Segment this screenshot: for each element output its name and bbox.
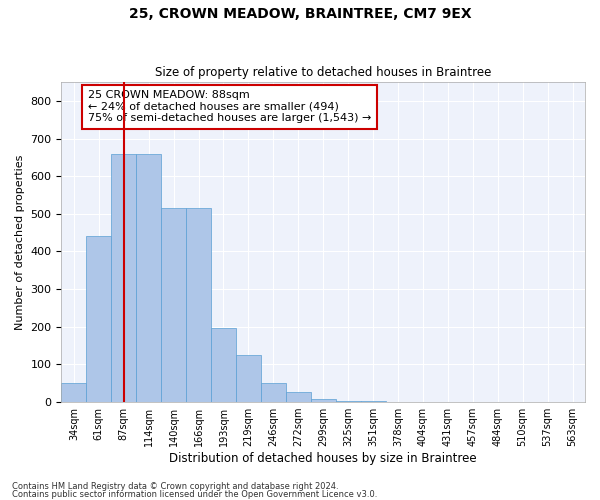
Bar — [111, 154, 136, 402]
Y-axis label: Number of detached properties: Number of detached properties — [15, 154, 25, 330]
Text: Contains HM Land Registry data © Crown copyright and database right 2024.: Contains HM Land Registry data © Crown c… — [12, 482, 338, 491]
Bar — [86, 236, 111, 402]
Bar — [136, 154, 161, 402]
Text: 25 CROWN MEADOW: 88sqm
← 24% of detached houses are smaller (494)
75% of semi-de: 25 CROWN MEADOW: 88sqm ← 24% of detached… — [88, 90, 371, 124]
Text: 25, CROWN MEADOW, BRAINTREE, CM7 9EX: 25, CROWN MEADOW, BRAINTREE, CM7 9EX — [128, 8, 472, 22]
Bar — [261, 382, 286, 402]
Bar — [311, 399, 335, 402]
Bar — [236, 355, 261, 402]
Bar — [186, 208, 211, 402]
Bar — [61, 384, 86, 402]
Text: Contains public sector information licensed under the Open Government Licence v3: Contains public sector information licen… — [12, 490, 377, 499]
Bar — [161, 208, 186, 402]
Bar — [286, 392, 311, 402]
X-axis label: Distribution of detached houses by size in Braintree: Distribution of detached houses by size … — [169, 452, 477, 465]
Bar — [211, 328, 236, 402]
Title: Size of property relative to detached houses in Braintree: Size of property relative to detached ho… — [155, 66, 491, 80]
